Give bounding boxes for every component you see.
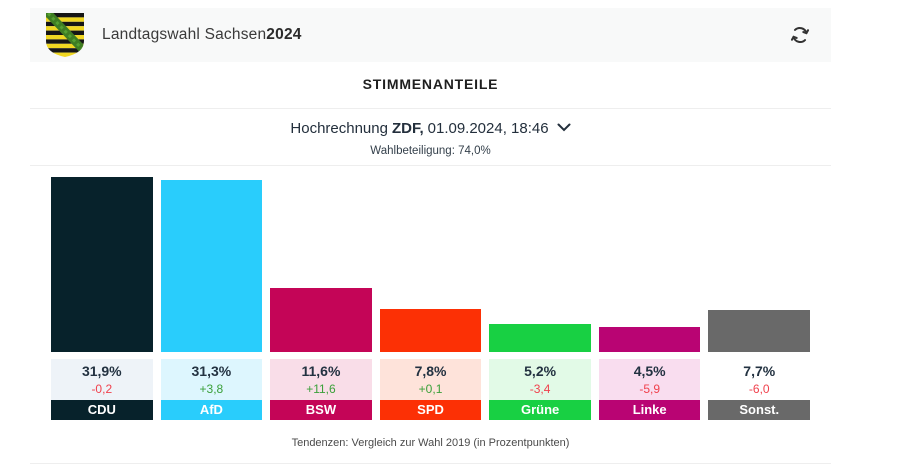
party-name-label: Sonst. — [708, 400, 811, 420]
trend-label: -3,4 — [529, 382, 551, 396]
bar[interactable] — [379, 309, 482, 352]
trend-label: -6,0 — [748, 382, 770, 396]
bar-area — [489, 160, 591, 352]
bar-area — [379, 160, 482, 352]
trend-label: +0,1 — [418, 382, 443, 396]
percentage-label: 11,6% — [301, 363, 341, 379]
party-name-label: Grüne — [489, 400, 591, 420]
party-column-AfD: 31,3% +3,8 AfD — [160, 160, 263, 420]
party-name-label: BSW — [270, 400, 372, 420]
party-column-Grüne: 5,2% -3,4 Grüne — [489, 160, 591, 420]
divider — [30, 108, 831, 109]
refresh-icon — [790, 27, 810, 43]
bar-area — [51, 160, 153, 352]
projection-datetime-label: 01.09.2024, 18:46 — [427, 120, 549, 137]
trend-label: +3,8 — [199, 382, 224, 396]
app-title-text: Landtagswahl Sachsen — [102, 26, 267, 43]
projection-dropdown[interactable]: Hochrechnung ZDF, 01.09.2024, 18:46 — [30, 120, 831, 137]
divider — [30, 463, 831, 464]
chevron-down-icon — [557, 123, 571, 132]
refresh-button[interactable] — [785, 20, 815, 50]
value-box: 31,3% +3,8 — [160, 359, 263, 400]
app-title-year: 2024 — [266, 26, 302, 43]
trend-label: -5,9 — [639, 382, 661, 396]
trend-label: -0,2 — [91, 382, 113, 396]
bar-area — [270, 160, 372, 352]
party-name-label: Linke — [598, 400, 701, 420]
party-column-SPD: 7,8% +0,1 SPD — [379, 160, 482, 420]
header-bar: Landtagswahl Sachsen2024 — [30, 8, 831, 62]
value-box: 5,2% -3,4 — [489, 359, 591, 400]
saxony-coat-of-arms-icon — [46, 13, 84, 57]
party-column-CDU: 31,9% -0,2 CDU — [51, 160, 153, 420]
app-title: Landtagswahl Sachsen2024 — [102, 26, 302, 44]
party-column-Sonst.: 7,7% -6,0 Sonst. — [708, 160, 811, 420]
bar[interactable] — [51, 177, 153, 352]
bar-area — [708, 160, 811, 352]
projection-type-label: Hochrechnung — [290, 120, 388, 137]
page-title: STIMMENANTEILE — [362, 76, 499, 92]
bar[interactable] — [708, 309, 811, 352]
bar[interactable] — [270, 288, 372, 352]
percentage-label: 4,5% — [633, 363, 666, 379]
bar-area — [160, 160, 263, 352]
value-box: 7,7% -6,0 — [708, 359, 811, 400]
bar[interactable] — [160, 180, 263, 352]
bar[interactable] — [489, 323, 591, 352]
percentage-label: 7,8% — [414, 363, 447, 379]
value-box: 31,9% -0,2 — [51, 359, 153, 400]
party-column-BSW: 11,6% +11,6 BSW — [270, 160, 372, 420]
trend-footnote: Tendenzen: Vergleich zur Wahl 2019 (in P… — [291, 437, 570, 449]
value-box: 7,8% +0,1 — [379, 359, 482, 400]
widget-container: Landtagswahl Sachsen2024 STIMMENANTEILE … — [30, 0, 831, 468]
bar-area — [598, 160, 701, 352]
party-name-label: CDU — [51, 400, 153, 420]
percentage-label: 31,9% — [81, 363, 122, 379]
party-name-label: SPD — [379, 400, 482, 420]
trend-label: +11,6 — [306, 382, 336, 396]
bar[interactable] — [598, 327, 701, 352]
turnout-label: Wahlbeteiligung: 74,0% — [370, 145, 491, 157]
party-name-label: AfD — [160, 400, 263, 420]
bar-chart: 31,9% -0,2 CDU 31,3% +3,8 AfD 11,6% +11,6 BSW 7,8… — [51, 160, 811, 420]
value-box: 4,5% -5,9 — [598, 359, 701, 400]
divider — [30, 165, 831, 166]
party-column-Linke: 4,5% -5,9 Linke — [598, 160, 701, 420]
percentage-label: 31,3% — [191, 363, 232, 379]
percentage-label: 7,7% — [743, 363, 776, 379]
value-box: 11,6% +11,6 — [270, 359, 372, 400]
projection-source-label: ZDF, — [391, 120, 424, 137]
percentage-label: 5,2% — [524, 363, 557, 379]
